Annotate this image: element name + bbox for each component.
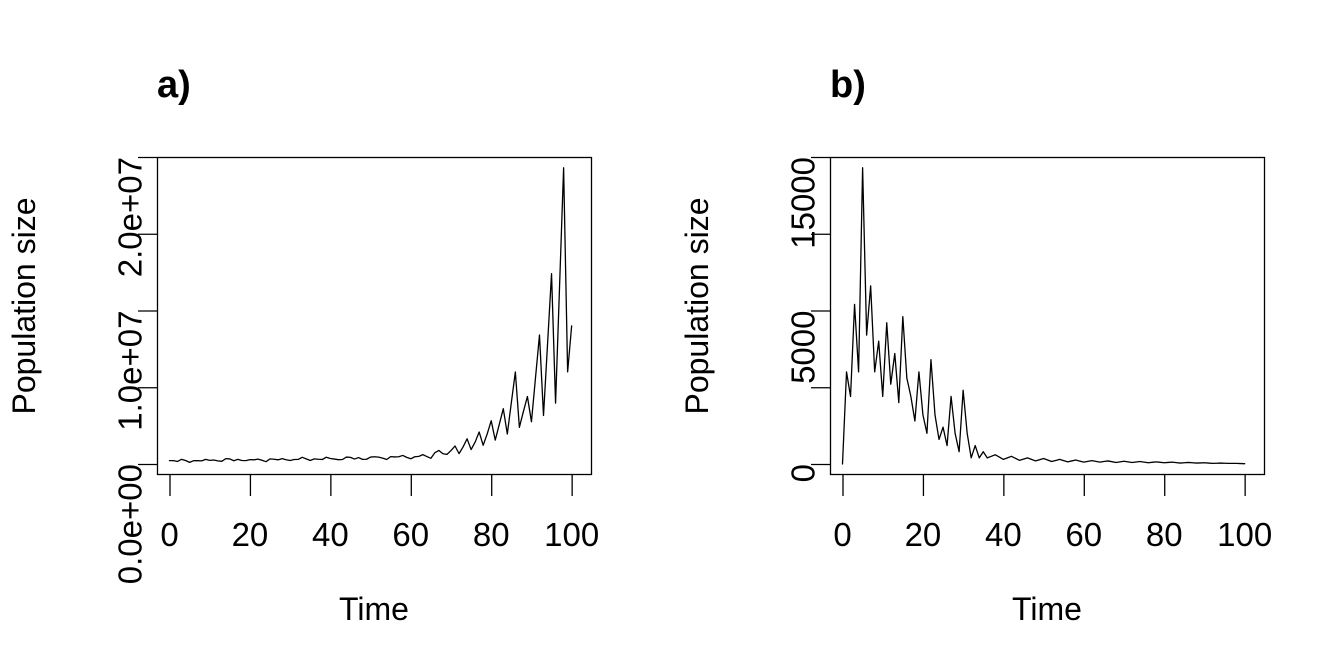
svg-text:80: 80 [473,516,510,553]
svg-text:5000: 5000 [785,311,822,384]
svg-text:2.0e+07: 2.0e+07 [112,157,149,277]
svg-text:Population size: Population size [6,197,42,414]
svg-text:60: 60 [1065,516,1102,553]
svg-text:20: 20 [232,516,269,553]
svg-text:b): b) [830,64,866,106]
svg-text:1.0e+07: 1.0e+07 [112,311,149,431]
svg-text:80: 80 [1146,516,1183,553]
svg-text:a): a) [157,64,191,106]
svg-text:100: 100 [1217,516,1272,553]
svg-text:100: 100 [544,516,599,553]
svg-text:0: 0 [785,464,822,482]
svg-text:Time: Time [339,591,409,627]
svg-text:60: 60 [392,516,429,553]
svg-text:20: 20 [905,516,942,553]
svg-text:Population size: Population size [679,197,715,414]
svg-text:0: 0 [160,516,178,553]
svg-text:40: 40 [312,516,349,553]
svg-text:0.0e+00: 0.0e+00 [112,464,149,584]
svg-text:Time: Time [1012,591,1082,627]
svg-text:0: 0 [833,516,851,553]
svg-text:15000: 15000 [785,157,822,249]
svg-text:40: 40 [985,516,1022,553]
